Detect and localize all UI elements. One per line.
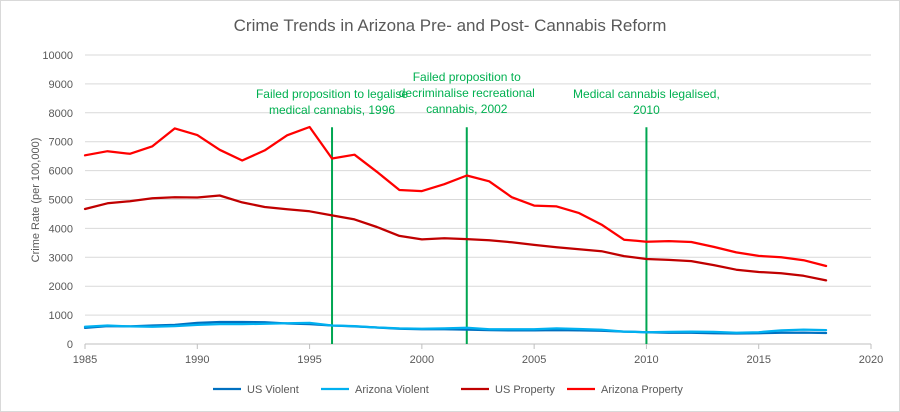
y-tick-label: 10000 [42,50,73,62]
y-tick-label: 0 [67,339,73,351]
annotation-text: Medical cannabis legalised, [573,87,720,101]
legend-label-us-property: US Property [495,384,555,396]
y-tick-label: 5000 [49,195,73,207]
annotation-text: medical cannabis, 1996 [269,103,395,117]
y-tick-label: 8000 [49,108,73,120]
x-tick-label: 2000 [410,354,434,366]
annotation-text: 2010 [633,103,660,117]
y-axis-label: Crime Rate (per 100,000) [30,138,42,263]
legend-label-arizona-property: Arizona Property [601,384,683,396]
x-tick-label: 2005 [522,354,546,366]
annotation-text: decriminalise recreational [399,86,535,100]
series-line-arizona-violent [83,321,828,334]
legend-label-us-violent: US Violent [247,384,299,396]
x-tick-label: 1990 [185,354,209,366]
x-axis-ticks: 1985 1990 1995 2000 2005 2010 2015 2020 [73,344,883,366]
y-tick-label: 6000 [49,166,73,178]
x-tick-label: 1995 [297,354,321,366]
series-line-us-violent [83,320,828,335]
gridlines [85,54,871,345]
y-tick-label: 7000 [49,137,73,149]
legend: US Violent Arizona Violent US Property Ariz… [213,384,683,396]
x-tick-label: 2020 [859,354,883,366]
y-tick-label: 3000 [49,252,73,264]
series-lines [83,125,828,335]
series-line-us-property [83,194,828,282]
series-line-arizona-property [83,125,828,268]
annotation-text: Failed proposition to [413,70,521,84]
y-tick-label: 9000 [49,79,73,91]
legend-label-arizona-violent: Arizona Violent [355,384,429,396]
annotation-text: Failed proposition to legalise [256,87,408,101]
x-tick-label: 1985 [73,354,97,366]
x-tick-label: 2010 [634,354,658,366]
y-tick-label: 2000 [49,281,73,293]
y-axis-ticks: 0 1000 2000 3000 4000 5000 6000 7000 8000 9000 100… [42,50,73,351]
annotation-text: cannabis, 2002 [426,102,508,116]
annotation-lines [331,127,648,344]
y-tick-label: 1000 [49,310,73,322]
y-tick-label: 4000 [49,223,73,235]
annotation-texts: Failed proposition to legalise medical ca… [256,70,720,117]
x-tick-label: 2015 [746,354,770,366]
chart-title: Crime Trends in Arizona Pre- and Post- C… [234,16,667,35]
